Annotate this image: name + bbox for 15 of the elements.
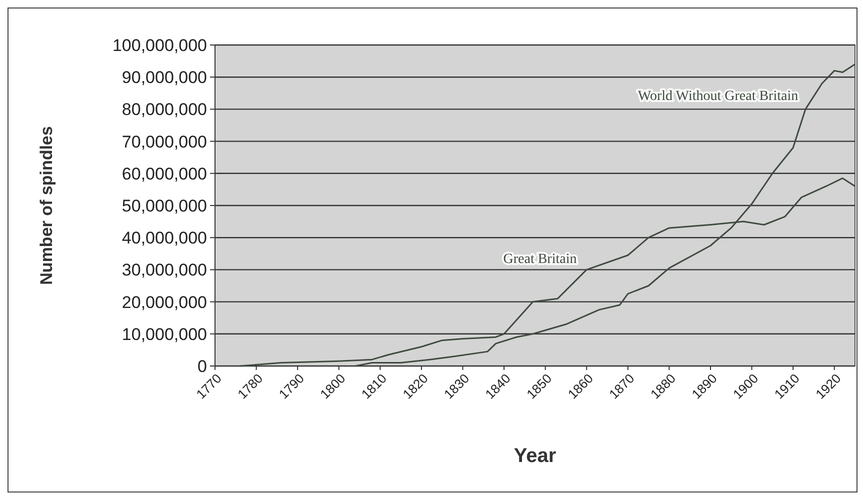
y-tick-label: 80,000,000 [122,100,207,120]
y-tick-label: 0 [198,356,207,376]
series-label: Great Britain [503,252,577,267]
y-tick-label: 100,000,000 [112,36,207,55]
y-axis-title: Number of spindles [37,126,56,285]
y-tick-label: 50,000,000 [122,196,207,216]
x-axis-title: Year [514,445,556,467]
y-tick-label: 10,000,000 [122,324,207,344]
y-tick-label: 70,000,000 [122,132,207,152]
y-tick-label: 40,000,000 [122,228,207,248]
series-label: World Without Great Britain [638,88,798,104]
y-tick-label: 90,000,000 [122,68,207,88]
y-tick-label: 30,000,000 [122,260,207,280]
y-tick-label: 60,000,000 [122,164,207,184]
y-tick-label: 20,000,000 [122,292,207,312]
